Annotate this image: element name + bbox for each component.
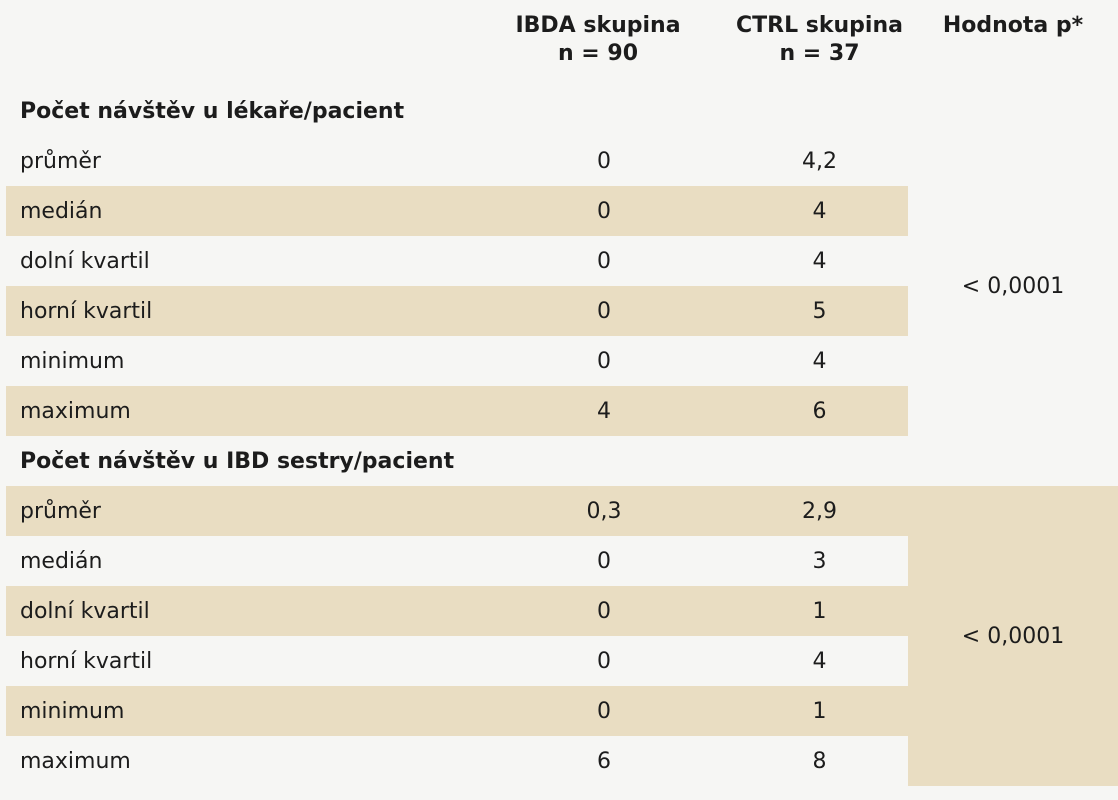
p-value-cell: < 0,0001 <box>908 486 1118 786</box>
table-row: dolní kvartil 0 1 <box>6 586 1118 636</box>
table-row: minimum 0 4 <box>6 336 1118 386</box>
row-label: maximum <box>6 386 465 436</box>
ctrl-value: 4 <box>812 348 827 374</box>
ctrl-value: 3 <box>812 548 827 574</box>
ctrl-value: 4 <box>812 248 827 274</box>
ctrl-value: 2,9 <box>731 486 908 536</box>
table-row: průměr 0,3 2,9 < 0,0001 <box>6 486 1118 786</box>
ibda-value: 0 <box>597 348 611 374</box>
p-value-cell: < 0,0001 <box>961 273 1065 299</box>
table-row: průměr 0 4,2 < 0,0001 <box>6 136 1118 299</box>
row-label: medián <box>6 186 465 236</box>
section-title: Počet návštěv u lékaře/pacient <box>20 98 405 124</box>
ibda-value: 0 <box>597 148 611 174</box>
ctrl-value: 8 <box>812 748 827 774</box>
header-p-value: Hodnota p* <box>942 13 1084 38</box>
section-row: Počet návštěv u lékaře/pacient <box>6 86 1118 136</box>
ctrl-value: 4,2 <box>802 148 837 174</box>
table-row: horní kvartil 0 4 <box>6 636 1118 686</box>
table-row: horní kvartil 0 5 <box>6 286 1118 336</box>
ctrl-value: 5 <box>731 286 908 336</box>
ibda-value: 0 <box>465 186 731 236</box>
header-ctrl-group: CTRL skupina n = 37 <box>731 0 908 86</box>
ctrl-value: 1 <box>731 686 908 736</box>
row-label: dolní kvartil <box>20 248 150 274</box>
ibda-value: 4 <box>465 386 731 436</box>
row-label: průměr <box>6 486 465 536</box>
ibda-value: 0 <box>597 648 611 674</box>
header-empty-cell <box>6 0 465 86</box>
row-label: horní kvartil <box>20 648 153 674</box>
row-label: horní kvartil <box>6 286 465 336</box>
header-ctrl-n: n = 37 <box>779 40 860 66</box>
table-row: dolní kvartil 0 4 <box>6 236 1118 286</box>
header-ibda-group: IBDA skupina n = 90 <box>465 0 731 86</box>
ibda-value: 0,3 <box>465 486 731 536</box>
ibda-value: 0 <box>465 286 731 336</box>
ctrl-value: 1 <box>731 586 908 636</box>
header-ctrl-title: CTRL skupina <box>736 13 903 38</box>
ibda-value: 6 <box>597 748 611 774</box>
table-row: maximum 4 6 <box>6 386 1118 436</box>
row-label: dolní kvartil <box>6 586 465 636</box>
row-label: minimum <box>6 686 465 736</box>
row-label: minimum <box>20 348 125 374</box>
statistics-table: IBDA skupina n = 90 CTRL skupina n = 37 … <box>6 0 1118 786</box>
ctrl-value: 4 <box>812 648 827 674</box>
row-label: medián <box>20 548 103 574</box>
ibda-value: 0 <box>465 586 731 636</box>
section-title: Počet návštěv u IBD sestry/pacient <box>20 448 455 474</box>
ibda-value: 0 <box>597 248 611 274</box>
ibda-value: 0 <box>465 686 731 736</box>
header-ibda-n: n = 90 <box>557 40 639 66</box>
ibda-value: 0 <box>597 548 611 574</box>
ctrl-value: 4 <box>731 186 908 236</box>
row-label: průměr <box>20 148 101 174</box>
table-row: minimum 0 1 <box>6 686 1118 736</box>
row-label: maximum <box>20 748 131 774</box>
section-row: Počet návštěv u IBD sestry/pacient <box>6 436 1118 486</box>
table-row: medián 0 4 <box>6 186 1118 236</box>
table-header-row: IBDA skupina n = 90 CTRL skupina n = 37 … <box>6 0 1118 86</box>
table-row: maximum 6 8 <box>6 736 1118 786</box>
ctrl-value: 6 <box>731 386 908 436</box>
table-row: medián 0 3 <box>6 536 1118 586</box>
header-ibda-title: IBDA skupina <box>515 13 681 38</box>
